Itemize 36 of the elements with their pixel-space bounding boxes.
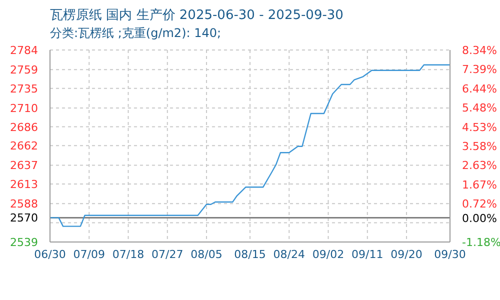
y-tick-label: 2637 xyxy=(10,159,38,172)
line-series xyxy=(50,64,450,227)
x-tick-label: 09/20 xyxy=(390,248,422,261)
y2-tick-label: 6.44% xyxy=(462,82,497,96)
y2-tick-label: 7.39% xyxy=(462,63,497,76)
y-tick-label: 2784 xyxy=(10,44,38,57)
x-tick-label: 08/24 xyxy=(273,248,305,261)
y2-tick-label: 1.67% xyxy=(462,178,497,192)
chart-title: 瓦楞原纸 国内 生产价 2025-06-30 - 2025-09-30 xyxy=(50,7,344,24)
y2-tick-label: 0.72% xyxy=(462,198,497,211)
x-tick-label: 06/30 xyxy=(34,248,66,261)
y2-tick-label: 4.53% xyxy=(462,120,497,134)
x-tick-label: 08/05 xyxy=(190,248,222,261)
y-tick-label: 2539 xyxy=(10,236,38,249)
y2-tick-label: -1.18% xyxy=(462,236,500,249)
x-tick-label: 07/27 xyxy=(152,248,184,261)
y-tick-label: 2588 xyxy=(10,198,38,211)
y-tick-label: 2686 xyxy=(10,120,38,134)
y2-tick-label: 0.00% xyxy=(462,212,497,226)
x-tick-label: 09/30 xyxy=(434,248,466,261)
y-tick-label: 2710 xyxy=(10,102,38,115)
y-tick-label: 2662 xyxy=(10,140,38,153)
y2-tick-label: 8.34% xyxy=(462,44,497,57)
y-tick-label: 2735 xyxy=(10,82,38,96)
x-tick-label: 08/15 xyxy=(234,248,266,261)
x-tick-label: 07/09 xyxy=(73,248,105,261)
y2-tick-label: 3.58% xyxy=(462,140,497,153)
y-tick-label: 2570 xyxy=(10,212,38,225)
y2-tick-label: 2.63% xyxy=(462,159,497,172)
x-tick-label: 09/02 xyxy=(312,248,344,261)
y2-tick-label: 5.48% xyxy=(462,102,497,115)
y-tick-label: 2759 xyxy=(10,64,38,77)
chart-subtitle: 分类:瓦楞纸 ;克重(g/m2): 140; xyxy=(50,25,222,42)
x-tick-label: 09/11 xyxy=(352,248,384,261)
x-tick-label: 07/18 xyxy=(112,248,144,261)
y-tick-label: 2613 xyxy=(10,178,38,192)
